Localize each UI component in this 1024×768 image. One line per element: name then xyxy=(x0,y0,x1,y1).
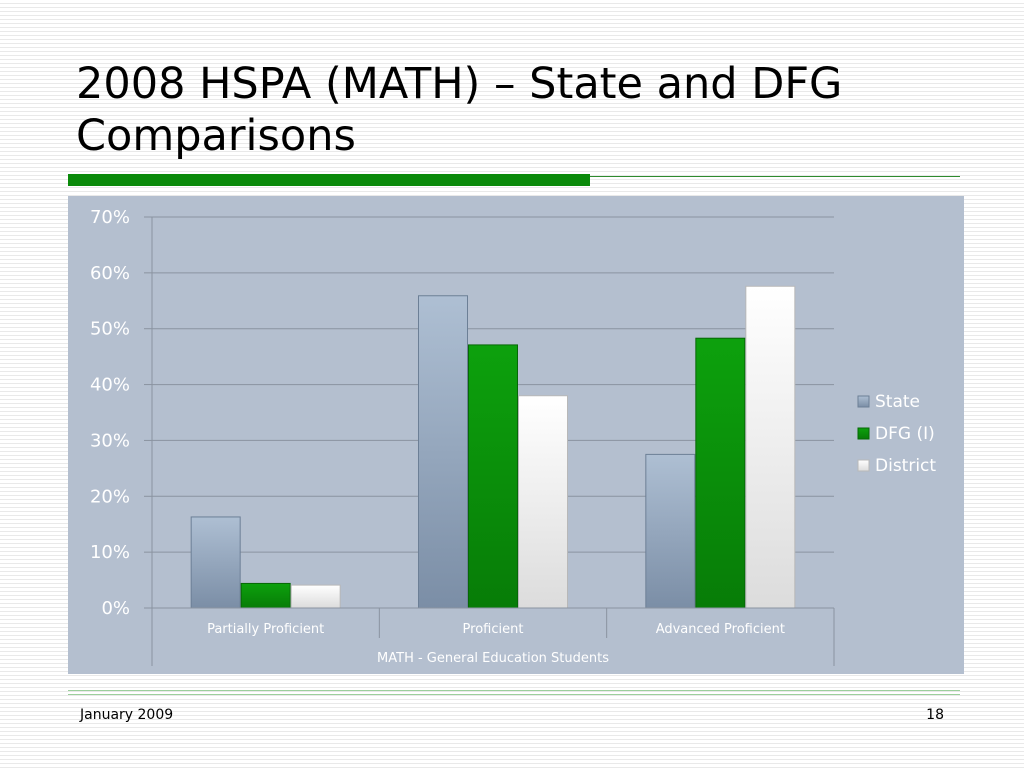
y-tick-label: 40% xyxy=(90,375,130,396)
title-accent-bar xyxy=(68,174,590,186)
x-group-label: MATH - General Education Students xyxy=(377,651,609,666)
y-tick-label: 20% xyxy=(90,486,130,507)
legend-swatch xyxy=(857,427,870,440)
y-tick-label: 50% xyxy=(90,319,130,340)
slide-title: 2008 HSPA (MATH) – State and DFG Compari… xyxy=(76,59,843,161)
footer-divider-line xyxy=(68,690,960,691)
legend-swatch xyxy=(857,459,870,472)
bar xyxy=(190,516,241,609)
legend-label: State xyxy=(875,392,920,412)
y-tick-label: 30% xyxy=(90,430,130,451)
bar xyxy=(418,295,468,609)
footer-date: January 2009 xyxy=(80,707,174,723)
x-category-label: Partially Proficient xyxy=(207,622,324,637)
bars xyxy=(190,285,796,609)
bar-chart: 0% 10% 20% 30% 40% 50% 60% 70% Partially Profici… xyxy=(90,207,936,666)
bar xyxy=(468,344,518,609)
bar xyxy=(695,337,746,609)
legend-label: DFG (I) xyxy=(875,424,935,444)
x-category-label: Proficient xyxy=(463,622,524,637)
x-category-label: Advanced Proficient xyxy=(656,622,785,637)
y-tick-label: 70% xyxy=(90,207,130,228)
footer-divider-line-2 xyxy=(68,694,960,695)
bar xyxy=(290,584,341,609)
bar xyxy=(518,395,568,609)
y-tick-label: 0% xyxy=(101,598,130,619)
legend-swatch xyxy=(857,395,870,408)
y-tick-label: 10% xyxy=(90,542,130,563)
bar xyxy=(240,582,291,609)
legend-label: District xyxy=(875,456,936,476)
legend: State DFG (I) District xyxy=(857,392,936,476)
axes: 0% 10% 20% 30% 40% 50% 60% 70% Partially Profici… xyxy=(90,207,835,666)
bar xyxy=(645,453,696,609)
page-number: 18 xyxy=(926,707,944,723)
chart-panel: 0% 10% 20% 30% 40% 50% 60% 70% Partially Profici… xyxy=(68,196,964,674)
bar xyxy=(745,285,796,609)
y-tick-label: 60% xyxy=(90,263,130,284)
